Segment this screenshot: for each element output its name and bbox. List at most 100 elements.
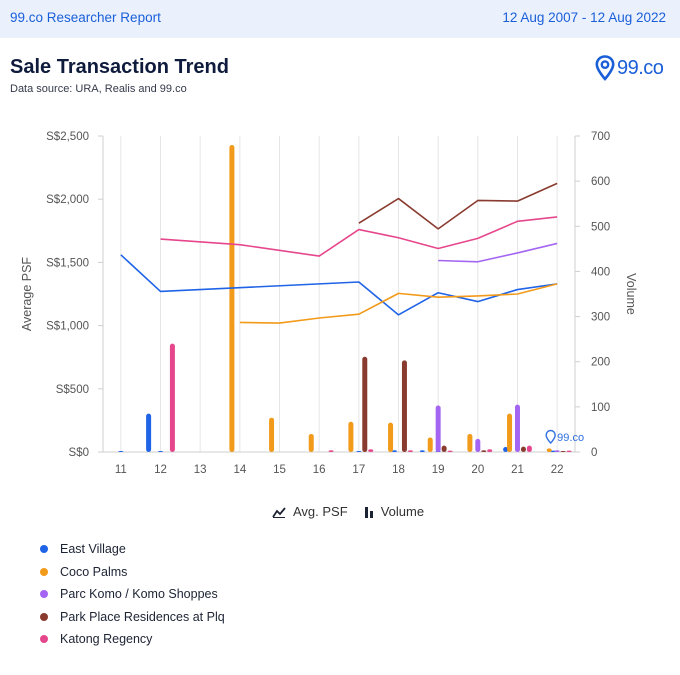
y2-tick-label: 700 [591,131,610,143]
legend-item-parc-komo[interactable]: Parc Komo / Komo Shoppes [40,583,225,606]
chart-subtitle: Data source: URA, Realis and 99.co [10,83,187,95]
volume-bar [560,451,566,452]
legend-label: Coco Palms [60,564,128,579]
volume-legend-label: Volume [380,504,425,519]
x-tick-label: 22 [551,464,564,476]
legend-swatch [40,590,48,599]
legend-item-east-village[interactable]: East Village [40,538,225,561]
y2-tick-label: 600 [591,176,610,188]
legend-label: East Village [60,542,126,557]
volume-bar [419,450,425,452]
psf-line [358,182,558,230]
legend-item-katong-regency[interactable]: Katong Regency [40,628,225,651]
chart-title: Sale Transaction Trend [10,56,229,78]
volume-bar [550,450,556,452]
volume-bar [308,433,314,452]
volume-bar [481,450,487,452]
x-tick-label: 18 [392,464,405,476]
report-name: 99.co Researcher Report [10,10,161,25]
volume-bar [401,360,407,452]
psf-lines [120,182,558,324]
volume-bar [368,449,374,452]
chart-axes: 11 12 13 14 15 16 17 18 19 20 21 22 S$0 S$500 S$1,000 S… [20,131,638,476]
bar-chart-icon [364,506,373,518]
x-tick-label: 13 [194,464,207,476]
volume-bar [435,405,441,452]
psf-line [239,283,558,324]
y-tick-label: S$1,000 [46,321,89,333]
legend-label: Park Place Residences at Plq [60,609,225,624]
y2-tick-label: 300 [591,312,610,324]
psf-line [120,254,558,316]
volume-bar [348,421,354,452]
chart-type-legend: Avg. PSF Volume [272,504,440,519]
volume-bar [467,433,473,452]
legend-swatch [40,567,48,576]
y2-tick-label: 0 [591,447,597,459]
volume-bar [487,449,493,452]
volume-bar [229,145,235,452]
volume-bar [546,448,552,452]
line-chart-icon [272,506,286,518]
location-pin-icon [595,55,615,81]
chart-watermark: 99.co [545,429,584,444]
volume-bar [146,413,152,452]
volume-bar [427,437,433,452]
volume-bar [566,450,572,452]
legend-swatch [40,635,48,644]
y2-tick-label: 200 [591,357,610,369]
volume-bar [269,417,275,452]
volume-bar [328,450,334,452]
x-tick-label: 14 [233,464,246,476]
legend-label: Parc Komo / Komo Shoppes [60,587,218,602]
y2-tick-label: 500 [591,221,610,233]
volume-legend-toggle[interactable]: Volume [364,504,424,519]
y-tick-label: S$500 [56,384,89,396]
legend-item-coco-palms[interactable]: Coco Palms [40,561,225,584]
volume-bar [158,451,164,452]
volume-bar [118,451,124,452]
legend-swatch [40,545,48,554]
y-axis-title: Average PSF [20,257,34,331]
volume-bar [526,445,532,452]
volume-bar [507,413,513,452]
series-legend: East Village Coco Palms Parc Komo / Komo… [40,538,225,651]
watermark-pin-icon [545,429,556,444]
x-tick-label: 11 [115,464,127,476]
x-tick-label: 19 [432,464,445,476]
volume-bar [514,404,520,452]
volume-bar [447,450,453,452]
volume-bar [441,445,447,452]
volume-bar [388,422,394,452]
y2-axis-title: Volume [624,273,638,315]
psf-line [160,216,558,257]
avg-psf-legend-toggle[interactable]: Avg. PSF [272,504,348,519]
volume-bar [475,438,481,452]
y2-tick-label: 400 [591,266,610,278]
legend-label: Katong Regency [60,632,153,647]
x-tick-label: 20 [471,464,484,476]
volume-bar [520,446,526,452]
logo-text: 99.co [617,56,664,79]
sale-transaction-chart: 11 12 13 14 15 16 17 18 19 20 21 22 S$0 S$500 S$1,000 S… [20,131,638,476]
brand-logo: 99.co [595,54,664,82]
volume-bar [554,450,560,452]
x-tick-label: 16 [313,464,326,476]
legend-swatch [40,612,48,621]
x-tick-label: 17 [352,464,365,476]
psf-line [438,242,558,263]
legend-item-park-place-residences[interactable]: Park Place Residences at Plq [40,606,225,629]
report-date-range: 12 Aug 2007 - 12 Aug 2022 [502,10,666,25]
watermark-text: 99.co [557,432,584,444]
y-tick-label: S$2,000 [46,194,89,206]
y2-tick-label: 100 [591,402,610,414]
volume-bar [392,450,398,452]
y-tick-label: S$2,500 [46,131,89,143]
x-tick-label: 15 [273,464,286,476]
volume-bar [407,450,413,452]
chart-grid [120,136,558,452]
volume-bars [118,145,572,452]
avg-psf-legend-label: Avg. PSF [293,504,348,519]
x-tick-label: 12 [154,464,167,476]
y-tick-label: S$1,500 [46,257,89,269]
